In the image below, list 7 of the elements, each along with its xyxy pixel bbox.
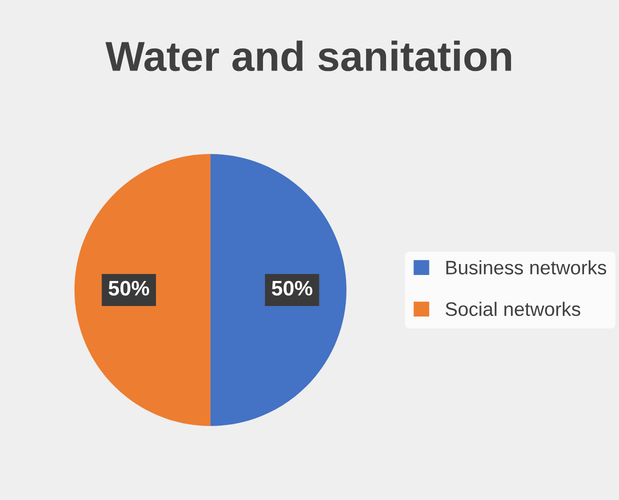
data-label: 50% <box>272 280 312 296</box>
pie-slice <box>210 154 346 426</box>
pie-slice <box>74 154 210 426</box>
chart-title: Water and sanitation <box>105 40 512 72</box>
data-label: 50% <box>108 280 150 296</box>
legend-label: Social networks <box>446 302 580 316</box>
legend-label: Business networks <box>446 260 606 274</box>
